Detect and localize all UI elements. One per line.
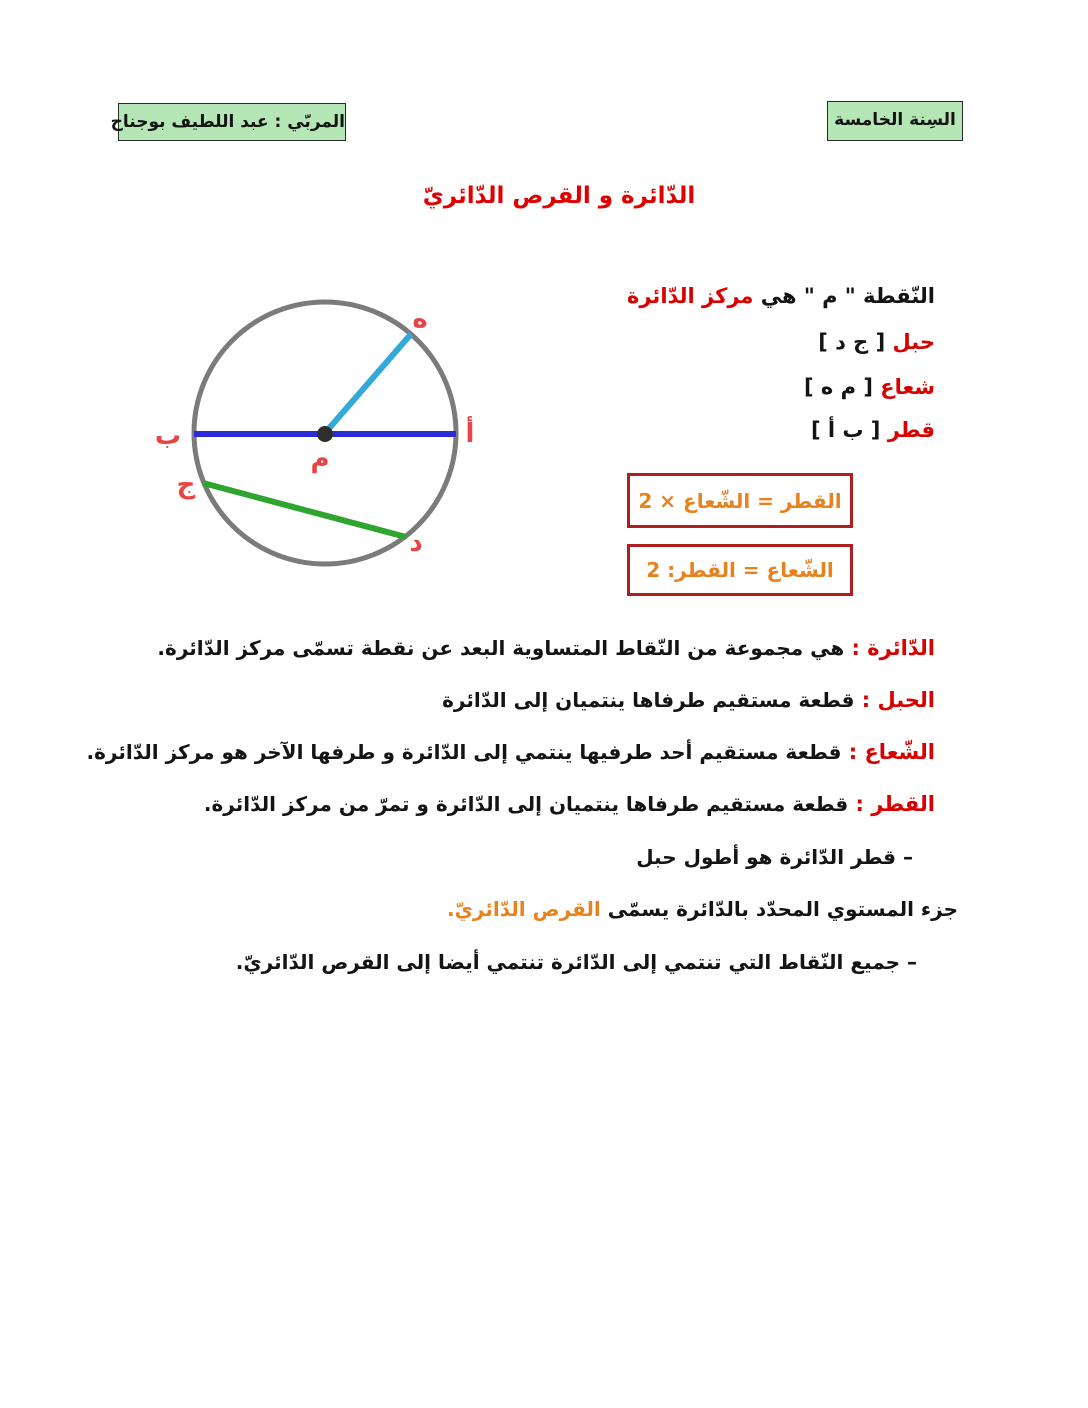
circle-diagram: ه أ ب م ج د — [155, 299, 475, 567]
fact-diameter: قطر [ ب أ ] — [811, 415, 935, 445]
definition-diameter-term: القطر : — [848, 792, 935, 816]
fact-center-text: النّقطة " م " هي — [753, 284, 935, 308]
definition-diameter: القطر : قطعة مستقيم طرفاها ينتميان إلى ا… — [204, 788, 935, 820]
chord-line — [202, 480, 407, 540]
center-point — [317, 426, 333, 442]
grade-level-box: السِنة الخامسة — [827, 101, 963, 141]
label-center-m: م — [310, 444, 329, 474]
note-disk-keyword: القرص الدّائريّ. — [447, 897, 601, 921]
note-disk: جزء المستوي المحدّد بالدّائرة يسمّى القر… — [447, 893, 958, 925]
fact-chord-segment: [ ج د ] — [818, 330, 893, 354]
fact-diameter-segment: [ ب أ ] — [810, 418, 888, 442]
radius-line — [322, 332, 414, 435]
fact-center-point: النّقطة " م " هي مركز الدّائرة — [627, 281, 935, 311]
label-point-j: ج — [177, 470, 196, 500]
definition-chord-text: قطعة مستقيم طرفاها ينتميان إلى الدّائرة — [442, 688, 855, 712]
definition-circle-text: هي مجموعة من النّقاط المتساوية البعد عن … — [157, 636, 845, 660]
definition-chord: الحبل : قطعة مستقيم طرفاها ينتميان إلى ا… — [442, 684, 935, 716]
label-point-d: د — [409, 528, 422, 558]
definition-radius-term: الشّعاع : — [841, 740, 935, 764]
fact-radius: شعاع [ م ه ] — [804, 372, 935, 402]
page-title: الدّائرة و القرص الدّائريّ — [422, 183, 696, 209]
definition-chord-term: الحبل : — [854, 688, 935, 712]
teacher-name-box: المربّي : عبد اللطيف بوجناح — [111, 103, 346, 141]
label-point-a: أ — [466, 416, 475, 449]
note-disk-text: جزء المستوي المحدّد بالدّائرة يسمّى — [600, 897, 958, 921]
fact-center-keyword: مركز الدّائرة — [626, 284, 754, 308]
fact-diameter-keyword: قطر — [887, 418, 935, 442]
fact-radius-keyword: شعاع — [880, 375, 935, 399]
diameter-formula-box: القطر = الشّعاع × 2 — [627, 473, 853, 528]
note-points: – جميع النّقاط التي تنتمي إلى الدّائرة ت… — [235, 950, 917, 974]
fact-radius-segment: [ م ه ] — [804, 375, 881, 399]
label-point-h: ه — [412, 304, 427, 334]
fact-chord-keyword: حبل — [892, 330, 935, 354]
definition-radius: الشّعاع : قطعة مستقيم أحد طرفيها ينتمي إ… — [87, 736, 936, 768]
definition-radius-text: قطعة مستقيم أحد طرفيها ينتمي إلى الدّائر… — [86, 740, 842, 764]
definition-diameter-text: قطعة مستقيم طرفاها ينتميان إلى الدّائرة … — [203, 792, 849, 816]
label-point-b: ب — [155, 421, 181, 451]
fact-chord: حبل [ ج د ] — [818, 327, 935, 357]
note-longest-chord: – قطر الدّائرة هو أطول حبل — [636, 845, 913, 869]
definition-circle-term: الدّائرة : — [844, 636, 935, 660]
radius-formula-box: الشّعاع = القطر: 2 — [627, 544, 853, 596]
definition-circle: الدّائرة : هي مجموعة من النّقاط المتساوي… — [157, 632, 935, 664]
